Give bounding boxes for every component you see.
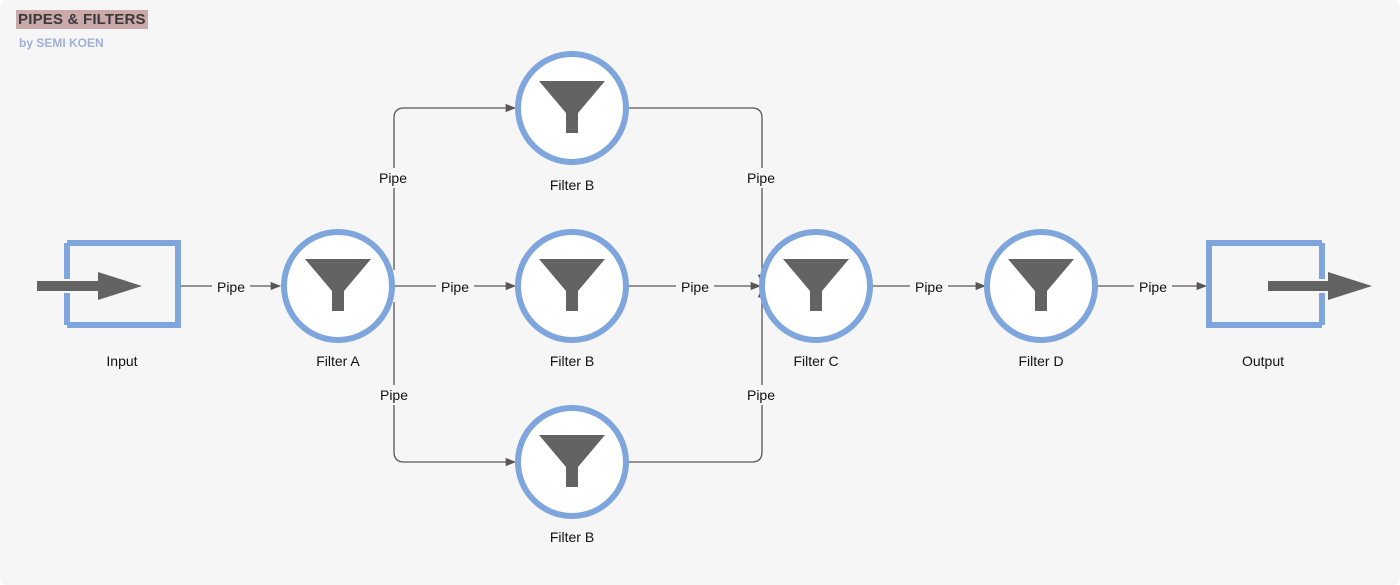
node-label-filter-b-bot: Filter B: [550, 529, 594, 545]
node-label-input: Input: [106, 353, 137, 369]
pipe-label-a-to-b-top: Pipe: [379, 170, 407, 186]
filter-b-mid-node: Filter B: [515, 229, 629, 369]
node-label-output: Output: [1242, 353, 1284, 369]
pipe-label-d-to-output: Pipe: [1139, 279, 1167, 295]
filter-a-node: Filter A: [281, 229, 395, 369]
filter-b-top-node: Filter B: [515, 51, 629, 193]
pipe-labels: Pipe Pipe Pipe Pipe Pipe Pipe Pipe Pipe …: [212, 168, 1172, 405]
node-label-filter-d: Filter D: [1018, 353, 1063, 369]
filter-d-node: Filter D: [984, 229, 1098, 369]
pipe-b-bot-to-c: [627, 286, 767, 463]
pipe-a-to-b-top: [393, 103, 517, 270]
node-label-filter-a: Filter A: [316, 353, 360, 369]
pipe-label-b-mid-to-c: Pipe: [681, 279, 709, 295]
pipe-b-top-to-c: [627, 107, 767, 286]
arrow-out-icon: [1268, 272, 1372, 300]
filter-c-node: Filter C: [759, 229, 873, 369]
pipe-label-c-to-d: Pipe: [915, 279, 943, 295]
node-label-filter-c: Filter C: [793, 353, 838, 369]
pipe-label-input-to-a: Pipe: [217, 279, 245, 295]
node-label-filter-b-mid: Filter B: [550, 353, 594, 369]
pipe-a-to-b-bot: [393, 302, 517, 467]
input-node: Input: [37, 240, 181, 369]
output-node: Output: [1206, 240, 1372, 369]
page-subtitle: by SEMI KOEN: [19, 36, 104, 50]
pipe-label-b-bot-to-c: Pipe: [747, 387, 775, 403]
pipe-label-b-top-to-c: Pipe: [747, 170, 775, 186]
pipe-label-a-to-b-bot: Pipe: [380, 387, 408, 403]
pipe-label-a-to-b-mid: Pipe: [441, 279, 469, 295]
filter-b-bot-node: Filter B: [515, 405, 629, 545]
node-label-filter-b-top: Filter B: [550, 177, 594, 193]
page-title: PIPES & FILTERS: [16, 10, 148, 29]
arrow-in-icon: [37, 272, 142, 300]
